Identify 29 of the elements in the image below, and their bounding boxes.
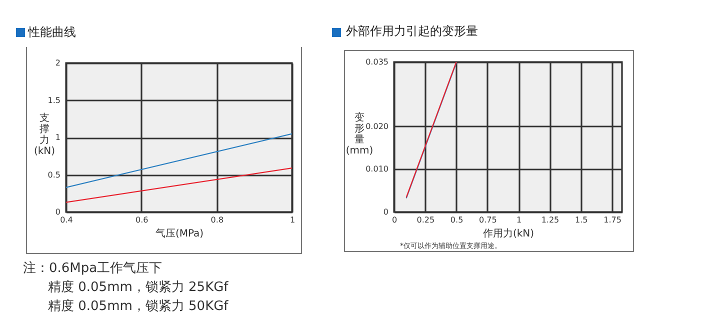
x-tick-label: 1.75 [604, 216, 622, 224]
y-tick-label: 1.5 [48, 96, 60, 105]
y-tick-label: 0.010 [366, 164, 388, 174]
x-tick-label: 1 [290, 216, 296, 224]
y-tick-label: 0.5 [48, 170, 60, 180]
x-axis-title: 气压(MPa) [155, 228, 204, 240]
text: 精度 0.05mm，锁紧力 50KGf [48, 298, 228, 315]
x-tick-label: 0.5 [450, 216, 464, 224]
y-axis-title: 支撑力(kN) [34, 112, 56, 157]
y-tick-label: 0.020 [366, 122, 388, 131]
x-tick-label: 0 [392, 216, 398, 224]
y-tick-label: 0.035 [366, 58, 388, 66]
x-tick-label: 0.25 [416, 216, 435, 224]
x-tick-label: 0.6 [135, 216, 148, 224]
x-tick-label: 1 [516, 216, 522, 224]
text: 注：0.6Mpa工作气压下 [23, 260, 162, 277]
x-tick-label: 1.25 [541, 216, 560, 224]
x-tick-label: 0.4 [60, 216, 73, 224]
y-tick-label: 1 [55, 133, 60, 142]
x-tick-label: 0.75 [479, 216, 497, 224]
x-tick-label: 0.8 [210, 216, 224, 224]
text: 精度 0.05mm，锁紧力 25KGf [48, 279, 228, 296]
x-axis-title: 作用力(kN) [482, 228, 534, 240]
y-tick-label: 0 [55, 208, 60, 216]
chart-title: 性能曲线 [27, 25, 76, 39]
x-tick-label: 1.5 [575, 216, 588, 224]
chart-title: 外部作用力引起的变形量 [346, 24, 478, 38]
y-tick-label: 2 [55, 58, 60, 68]
y-tick-label: 0 [383, 208, 388, 216]
